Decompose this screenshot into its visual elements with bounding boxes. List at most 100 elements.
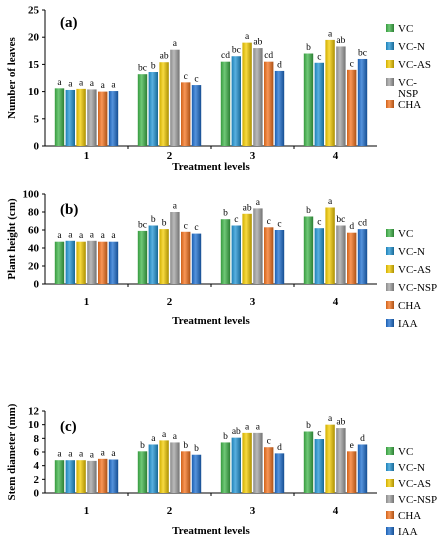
x-tick-label: 4 bbox=[333, 505, 339, 517]
significance-letter: a bbox=[328, 197, 333, 207]
significance-letter: d bbox=[349, 222, 354, 232]
significance-letter: a bbox=[101, 81, 106, 91]
legend-label: CHA bbox=[398, 99, 421, 111]
bar bbox=[87, 460, 97, 493]
bar bbox=[314, 228, 324, 284]
significance-letter: a bbox=[57, 450, 62, 460]
significance-letter: bc bbox=[336, 215, 345, 225]
significance-letter: c bbox=[267, 437, 271, 447]
bar bbox=[314, 439, 324, 493]
significance-letter: a bbox=[256, 422, 261, 432]
y-tick-label: 20 bbox=[28, 32, 40, 44]
significance-letter: b bbox=[223, 209, 228, 219]
bar bbox=[137, 230, 148, 284]
y-tick-label: 2 bbox=[34, 474, 40, 486]
bar bbox=[357, 229, 368, 284]
x-tick-label: 1 bbox=[84, 150, 90, 162]
significance-letter: a bbox=[256, 198, 261, 208]
bar bbox=[303, 431, 314, 493]
panel-label: (c) bbox=[60, 419, 77, 435]
bar bbox=[108, 241, 119, 284]
significance-letter: a bbox=[173, 202, 178, 212]
y-tick-label: 15 bbox=[28, 59, 40, 71]
significance-letter: a bbox=[90, 450, 95, 460]
y-tick-label: 5 bbox=[34, 113, 40, 125]
significance-letter: bc bbox=[138, 64, 147, 74]
significance-letter: ab bbox=[253, 38, 262, 48]
bar bbox=[231, 56, 241, 146]
legend-label: CHA bbox=[398, 300, 421, 312]
bar bbox=[303, 216, 314, 284]
y-tick-label: 4 bbox=[34, 460, 40, 472]
significance-letter: b bbox=[194, 444, 199, 454]
bar bbox=[220, 442, 231, 493]
legend-swatch bbox=[386, 247, 394, 255]
significance-letter: b bbox=[306, 421, 311, 431]
bar bbox=[54, 88, 65, 146]
bar bbox=[274, 70, 285, 146]
significance-letter: c bbox=[277, 220, 281, 230]
x-tick-label: 1 bbox=[84, 296, 90, 308]
significance-letter: c bbox=[194, 223, 198, 233]
y-tick-label: 6 bbox=[34, 447, 40, 459]
significance-letter: a bbox=[79, 78, 84, 88]
bar bbox=[76, 241, 86, 284]
bar bbox=[148, 225, 158, 284]
bar bbox=[347, 451, 357, 493]
significance-letter: a bbox=[111, 449, 116, 459]
x-tick-label: 2 bbox=[167, 505, 173, 517]
significance-letter: d bbox=[277, 443, 282, 453]
x-axis-label: Treatment levels bbox=[172, 315, 250, 327]
y-tick-label: 20 bbox=[28, 261, 40, 273]
bar bbox=[170, 212, 180, 284]
legend-swatch bbox=[386, 100, 394, 108]
bar bbox=[137, 74, 148, 146]
y-tick-label: 0 bbox=[34, 279, 40, 291]
bar bbox=[191, 454, 202, 493]
significance-letter: a bbox=[111, 231, 116, 241]
bar bbox=[148, 444, 158, 493]
y-tick-label: 100 bbox=[23, 189, 40, 201]
x-tick-label: 3 bbox=[250, 296, 256, 308]
significance-letter: cd bbox=[264, 51, 273, 61]
bar bbox=[98, 241, 108, 284]
significance-letter: cd bbox=[221, 51, 230, 61]
significance-letter: b bbox=[151, 215, 156, 225]
legend-swatch bbox=[386, 283, 394, 291]
bar bbox=[264, 61, 274, 146]
panel-label: (a) bbox=[60, 15, 78, 31]
legend-label: VC-NSP bbox=[398, 494, 437, 506]
bar bbox=[242, 213, 252, 284]
bar bbox=[274, 453, 285, 493]
bar bbox=[159, 62, 169, 146]
y-tick-label: 10 bbox=[28, 419, 40, 431]
legend-label: VC-AS bbox=[398, 264, 431, 276]
significance-letter: c bbox=[317, 218, 321, 228]
significance-letter: a bbox=[151, 434, 156, 444]
legend-label: IAA bbox=[398, 526, 418, 538]
x-tick-label: 2 bbox=[167, 296, 173, 308]
legend-label: VC-NSP bbox=[398, 282, 437, 294]
y-tick-label: 40 bbox=[28, 243, 40, 255]
bar bbox=[76, 460, 86, 493]
significance-letter: ab bbox=[336, 418, 345, 428]
significance-letter: a bbox=[173, 432, 178, 442]
significance-letter: b bbox=[151, 62, 156, 72]
legend-label: VC-N bbox=[398, 246, 425, 258]
y-axis-label: Stem diameter (mm) bbox=[6, 403, 18, 500]
significance-letter: d bbox=[277, 60, 282, 70]
significance-letter: a bbox=[328, 414, 333, 424]
significance-letter: bc bbox=[358, 48, 367, 58]
x-tick-label: 4 bbox=[333, 296, 339, 308]
legend-swatch bbox=[386, 463, 394, 471]
significance-letter: d bbox=[360, 434, 365, 444]
significance-letter: b bbox=[162, 219, 167, 229]
legend-label: VC- bbox=[398, 77, 417, 89]
bar bbox=[336, 225, 346, 284]
significance-letter: b bbox=[223, 432, 228, 442]
y-tick-label: 25 bbox=[28, 5, 40, 17]
significance-letter: bc bbox=[232, 46, 241, 56]
significance-letter: a bbox=[90, 79, 95, 89]
significance-letter: a bbox=[101, 231, 106, 241]
